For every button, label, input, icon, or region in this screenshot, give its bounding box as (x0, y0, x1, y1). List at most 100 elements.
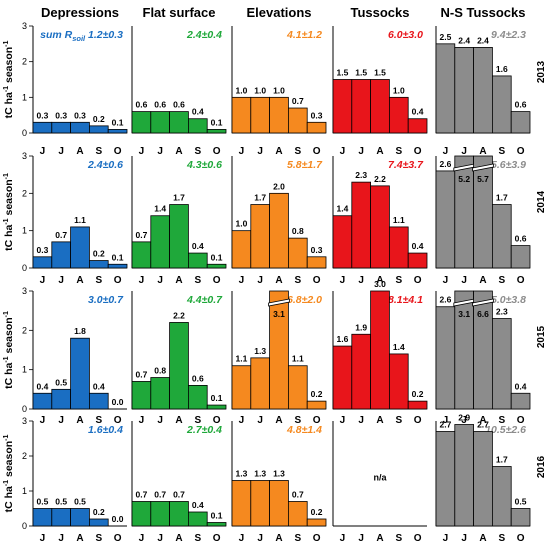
bar (250, 480, 271, 527)
x-tick-label: O (517, 415, 525, 426)
x-tick-label: J (257, 415, 263, 426)
bar (332, 345, 353, 410)
bar (306, 518, 327, 527)
x-tick-label: S (294, 533, 301, 544)
bar (187, 384, 208, 410)
bar (89, 260, 109, 269)
bar-value-label: 1.7 (254, 193, 266, 203)
bar (491, 466, 512, 527)
panel-title-3: Tussocks (350, 5, 409, 20)
bar-value-label: 0.4 (192, 107, 204, 117)
bar-value-label: 2.0 (273, 181, 285, 191)
axis-break (472, 163, 494, 172)
bar-value-label: 1.1 (393, 215, 405, 225)
bar (287, 237, 308, 269)
y-axis-label-1: tC ha-1 season-1 (3, 173, 15, 251)
x-tick-label: S (395, 533, 402, 544)
bar-value-label: 2.7 (439, 420, 451, 430)
x-tick-label: A (479, 146, 486, 157)
x-tick-label: J (257, 533, 263, 544)
bar (407, 118, 428, 134)
bar (70, 226, 90, 269)
bar (269, 192, 289, 269)
sum-label: 6.0±3.0 (388, 29, 423, 41)
x-tick-label: O (213, 415, 221, 426)
sum-label: 10.5±2.6 (485, 424, 526, 436)
x-tick-label: J (58, 415, 64, 426)
bar (510, 508, 531, 527)
x-tick-label: J (239, 275, 245, 286)
x-tick-label: A (376, 415, 383, 426)
sum-label: 5.8±1.7 (287, 159, 323, 171)
x-tick-label: A (175, 533, 182, 544)
y-tick-label: 1 (22, 92, 27, 102)
bar (70, 121, 90, 134)
bar-value-label: 0.3 (311, 110, 323, 120)
bar-value-label: 0.7 (135, 230, 147, 240)
x-tick-label: S (294, 415, 301, 426)
bar-value-label: 1.7 (496, 455, 508, 465)
x-tick-label: A (376, 533, 383, 544)
bar-value-label: 1.0 (273, 85, 285, 95)
bar (107, 263, 128, 269)
bar-value-label: 1.5 (336, 68, 348, 78)
x-tick-label: J (157, 415, 163, 426)
bar-value-label: 0.4 (192, 241, 204, 251)
bar-value-label: 2.3 (355, 170, 367, 180)
sum-label: 2.4±0.4 (186, 29, 222, 41)
bar-value-label: 0.1 (112, 252, 124, 262)
panel-0-2013: sum Rsoil 1.2±0.3 0.3 0.3 0.3 0.2 0.1 J J A S O (32, 26, 128, 157)
bar-value-label: 2.2 (374, 174, 386, 184)
bar-value-label: 2.4 (458, 35, 470, 45)
panel-title-4: N-S Tussocks (440, 5, 525, 20)
x-tick-label: S (498, 146, 505, 157)
bar (89, 125, 109, 134)
bar-value-label: 1.5 (355, 68, 367, 78)
bar (370, 290, 390, 410)
bar-value-label: 0.2 (311, 389, 323, 399)
bar (89, 518, 109, 527)
bar (351, 181, 371, 269)
x-tick-label: J (157, 146, 163, 157)
sum-label: 2.7±0.4 (186, 424, 222, 436)
sum-label: 6.8±2.0 (287, 294, 322, 306)
bar (51, 388, 71, 410)
panel-3-2015: 8.1±4.1 1.6 1.9 3.0 1.4 0.2 J J A S O (332, 279, 428, 426)
bar-value-label: 0.4 (93, 381, 105, 391)
y-tick-label: 3 (22, 416, 27, 426)
bar (70, 508, 90, 527)
bar-value-label: 0.5 (55, 497, 67, 507)
bar-value-label: 1.7 (496, 193, 508, 203)
bar (510, 111, 531, 134)
bar (510, 245, 531, 269)
x-tick-label: J (461, 533, 467, 544)
bar (107, 129, 128, 134)
bar-value-label: 0.1 (112, 117, 124, 127)
sum-label: 8.1±4.1 (388, 294, 423, 306)
panel-title-0: Depressions (41, 5, 119, 20)
bar-value-label: 0.8 (154, 366, 166, 376)
x-tick-label: J (443, 533, 449, 544)
bar-value-label: 2.3 (496, 307, 508, 317)
bar-value-label: 2.7 (477, 420, 489, 430)
bar-value-label: 0.8 (292, 226, 304, 236)
bar (231, 365, 252, 410)
bar-value-label: 0.3 (311, 245, 323, 255)
y-tick-label: 0 (22, 404, 27, 414)
x-tick-label: S (294, 275, 301, 286)
panel-4-2013: 9.4±2.3 2.5 2.4 2.4 1.6 0.6 J J A S O (435, 26, 531, 157)
bar (435, 306, 456, 410)
y-tick-label: 0 (22, 521, 27, 531)
bar-value-label: 3.0 (374, 279, 386, 289)
x-tick-label: O (313, 146, 321, 157)
bar-value-label: 0.6 (173, 100, 185, 110)
bar (370, 79, 390, 134)
bar (306, 256, 327, 269)
x-tick-label: O (517, 275, 525, 286)
x-tick-label: J (340, 415, 346, 426)
bar-value-label: 1.8 (74, 326, 86, 336)
bar-value-label: 1.6 (496, 64, 508, 74)
x-tick-label: O (114, 415, 122, 426)
x-tick-label: J (40, 275, 46, 286)
bar-value-label: 0.2 (93, 249, 105, 259)
